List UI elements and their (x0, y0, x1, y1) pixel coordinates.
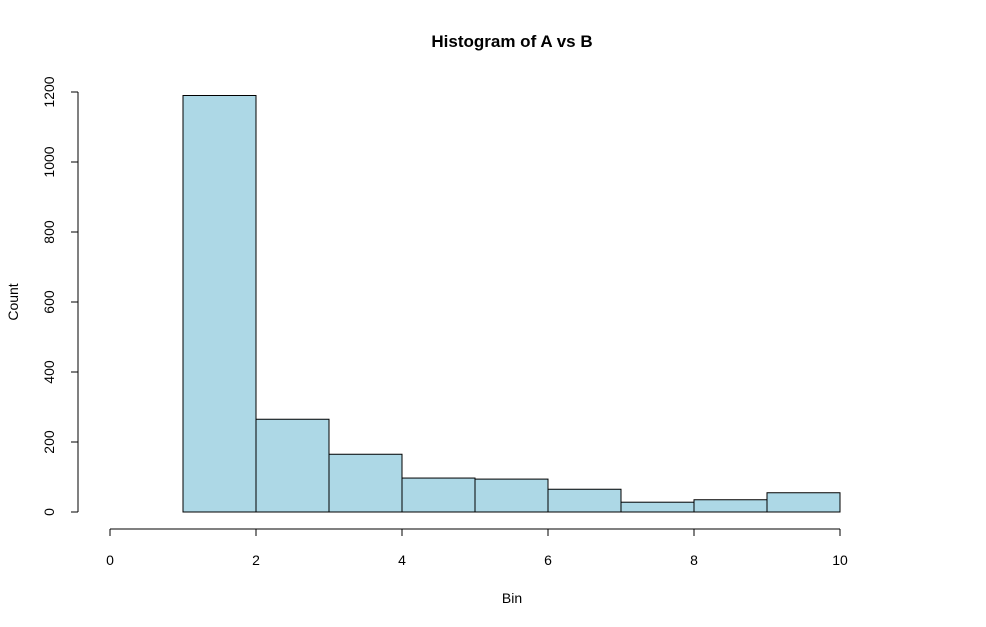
x-tick-label-10: 10 (832, 552, 848, 568)
x-axis: 0 2 4 6 8 10 (106, 528, 848, 568)
x-tick-label-0: 0 (106, 552, 114, 568)
bar-3-4 (328, 453, 403, 513)
y-tick-label-0: 0 (41, 508, 57, 516)
bar-9-10 (766, 492, 841, 513)
y-tick-label-1200: 1200 (41, 76, 57, 107)
x-tick-label-8: 8 (690, 552, 698, 568)
x-axis-label: Bin (502, 590, 522, 606)
x-tick-label-4: 4 (398, 552, 406, 568)
y-tick-label-400: 400 (41, 360, 57, 384)
bars-group (182, 95, 841, 513)
bar-6-7 (547, 488, 622, 513)
y-tick-label-600: 600 (41, 290, 57, 314)
bar-4-5 (401, 477, 476, 513)
y-axis-label: Count (5, 283, 21, 320)
y-tick-label-1000: 1000 (41, 146, 57, 177)
x-tick-label-6: 6 (544, 552, 552, 568)
x-tick-label-2: 2 (252, 552, 260, 568)
y-tick-label-200: 200 (41, 430, 57, 454)
y-tick-label-800: 800 (41, 220, 57, 244)
chart-title: Histogram of A vs B (431, 32, 592, 51)
bar-8-9 (693, 499, 768, 513)
bar-2-3 (255, 418, 330, 513)
bar-1-2 (182, 95, 257, 513)
bar-5-6 (474, 478, 549, 513)
bar-7-8 (620, 501, 695, 513)
y-axis: 0 200 400 600 800 1000 1200 (41, 76, 79, 516)
